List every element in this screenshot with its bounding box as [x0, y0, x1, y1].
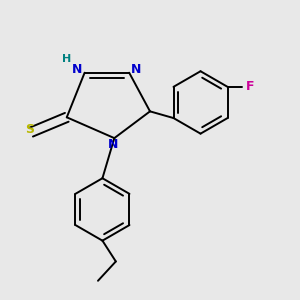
Text: H: H [62, 54, 71, 64]
Text: N: N [130, 63, 141, 76]
Text: S: S [25, 123, 34, 136]
Text: F: F [246, 80, 254, 93]
Text: N: N [72, 63, 83, 76]
Text: N: N [108, 138, 118, 151]
